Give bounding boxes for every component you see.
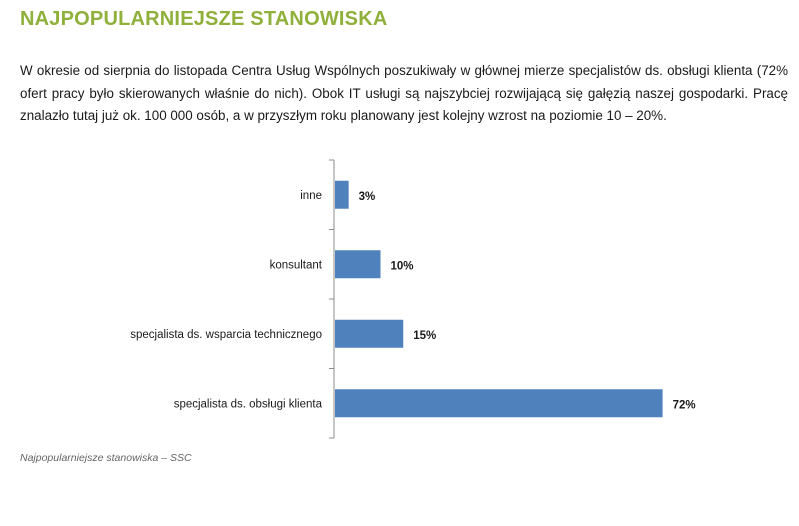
value-label: 15% xyxy=(413,330,436,342)
value-label: 3% xyxy=(359,191,376,203)
bar-4 xyxy=(335,389,663,418)
value-label: 72% xyxy=(673,399,696,411)
category-label: inne xyxy=(300,190,322,202)
bar-3 xyxy=(335,319,404,348)
bars xyxy=(335,180,663,418)
y-axis-ticks xyxy=(329,159,334,439)
figure-caption: Najpopularniejsze stanowiska – SSC xyxy=(20,452,192,464)
category-label: specjalista ds. obsługi klienta xyxy=(174,398,323,410)
value-labels: 3% 10% 15% 72% xyxy=(359,191,696,412)
category-label: konsultant xyxy=(270,259,323,271)
value-label: 10% xyxy=(391,260,414,272)
category-label: specjalista ds. wsparcia technicznego xyxy=(130,329,322,341)
intro-paragraph: W okresie od sierpnia do listopada Centr… xyxy=(20,63,788,123)
bar-1 xyxy=(335,180,349,209)
category-labels: inne konsultant specjalista ds. wsparcia t… xyxy=(130,190,323,411)
section-heading: NAJPOPULARNIEJSZE STANOWISKA xyxy=(20,8,388,30)
bar-2 xyxy=(335,250,381,279)
